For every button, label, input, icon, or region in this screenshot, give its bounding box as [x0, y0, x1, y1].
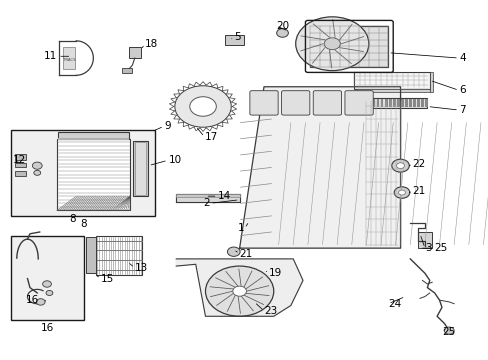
Circle shape: [205, 266, 273, 316]
Text: 11: 11: [43, 51, 57, 61]
Bar: [57, 139, 130, 211]
Text: 3: 3: [424, 243, 430, 253]
Text: TRACS: TRACS: [62, 58, 75, 62]
Circle shape: [46, 291, 53, 296]
Circle shape: [393, 187, 409, 198]
Text: 25: 25: [441, 327, 454, 337]
Circle shape: [36, 299, 45, 305]
Text: 15: 15: [101, 274, 114, 284]
Text: 9: 9: [163, 121, 170, 131]
Bar: [133, 140, 148, 196]
Text: 22: 22: [412, 159, 425, 169]
Circle shape: [189, 97, 216, 116]
Circle shape: [398, 190, 405, 195]
Text: 23: 23: [264, 306, 277, 316]
Text: 19: 19: [268, 268, 282, 278]
Polygon shape: [176, 194, 239, 202]
Bar: [396, 99, 399, 107]
FancyBboxPatch shape: [313, 91, 341, 115]
Bar: [58, 138, 129, 140]
Circle shape: [324, 38, 340, 50]
Bar: [15, 154, 26, 160]
FancyBboxPatch shape: [249, 91, 278, 115]
Bar: [353, 72, 429, 89]
Bar: [356, 89, 429, 92]
Text: 10: 10: [168, 155, 182, 165]
Bar: [122, 68, 132, 73]
Text: 25: 25: [434, 243, 447, 253]
Text: 24: 24: [387, 299, 401, 309]
Bar: [388, 99, 391, 107]
Circle shape: [391, 159, 408, 172]
Bar: [408, 99, 411, 107]
Bar: [364, 99, 366, 107]
Text: 2: 2: [203, 198, 210, 208]
Bar: [11, 235, 83, 320]
Text: 21: 21: [239, 248, 252, 258]
Text: 4: 4: [458, 53, 465, 63]
Circle shape: [232, 286, 246, 296]
Circle shape: [227, 247, 240, 256]
Text: 14: 14: [217, 191, 230, 201]
Bar: [384, 99, 387, 107]
Text: 7: 7: [458, 105, 465, 115]
Circle shape: [276, 29, 288, 37]
Circle shape: [396, 163, 404, 168]
Bar: [392, 99, 395, 107]
Bar: [86, 237, 96, 273]
Bar: [420, 99, 423, 107]
Text: 13: 13: [135, 263, 148, 273]
Bar: [224, 35, 243, 45]
Polygon shape: [239, 87, 400, 248]
Circle shape: [42, 281, 51, 287]
Bar: [176, 194, 239, 197]
Polygon shape: [176, 259, 303, 316]
Text: 18: 18: [144, 39, 158, 49]
Bar: [63, 47, 75, 69]
FancyBboxPatch shape: [344, 91, 372, 115]
Bar: [360, 99, 363, 107]
Bar: [372, 99, 375, 107]
Bar: [356, 99, 358, 107]
Bar: [58, 132, 129, 139]
Text: 20: 20: [276, 21, 289, 31]
Bar: [380, 99, 383, 107]
FancyBboxPatch shape: [281, 91, 309, 115]
Text: 12: 12: [13, 155, 26, 165]
Bar: [96, 235, 142, 275]
Text: 16: 16: [41, 323, 54, 333]
Text: 5: 5: [233, 32, 240, 41]
Bar: [15, 163, 26, 167]
Circle shape: [444, 327, 453, 334]
Bar: [11, 130, 155, 216]
Text: 8: 8: [80, 219, 86, 229]
Bar: [400, 99, 403, 107]
Circle shape: [32, 162, 42, 169]
Bar: [310, 26, 387, 67]
Circle shape: [175, 86, 231, 127]
Text: 8: 8: [69, 215, 76, 224]
Bar: [425, 99, 427, 107]
Bar: [416, 99, 419, 107]
Bar: [376, 99, 379, 107]
Bar: [353, 98, 427, 108]
Text: 6: 6: [458, 85, 465, 95]
Text: 16: 16: [26, 295, 39, 305]
Bar: [412, 99, 415, 107]
Bar: [367, 99, 370, 107]
Circle shape: [295, 17, 368, 71]
Bar: [15, 171, 26, 176]
Bar: [429, 72, 432, 92]
Text: 1: 1: [237, 224, 244, 233]
Bar: [417, 232, 431, 248]
Text: 17: 17: [204, 132, 217, 142]
Bar: [404, 99, 407, 107]
Circle shape: [34, 170, 41, 175]
Text: 21: 21: [412, 186, 425, 196]
Bar: [129, 47, 141, 58]
Bar: [135, 142, 146, 195]
